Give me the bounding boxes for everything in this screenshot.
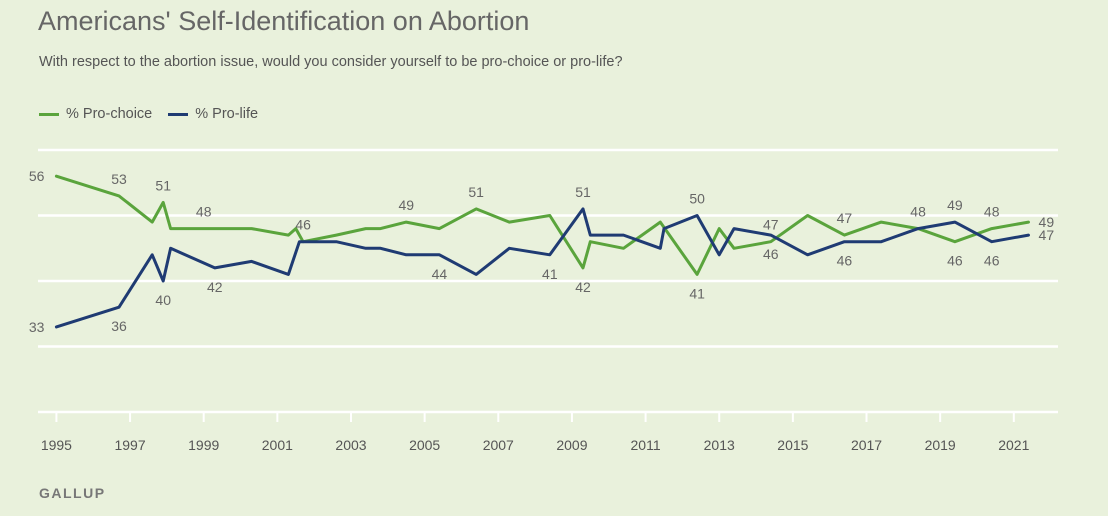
x-tick-label: 2013 — [704, 437, 735, 453]
data-label: 51 — [468, 184, 484, 200]
legend-label-pro-life: % Pro-life — [195, 106, 259, 122]
data-label: 56 — [29, 168, 45, 184]
data-label: 46 — [984, 253, 1000, 269]
x-tick-label: 2003 — [335, 437, 366, 453]
data-label: 49 — [947, 197, 963, 213]
x-tick-label: 2019 — [925, 437, 956, 453]
data-label: 48 — [984, 204, 1000, 220]
data-label: 44 — [432, 266, 448, 282]
x-tick-label: 1997 — [114, 437, 145, 453]
x-tick-label: 2011 — [631, 437, 661, 453]
x-tick-label: 2005 — [409, 437, 440, 453]
x-tick-label: 1995 — [41, 437, 72, 453]
x-tick-label: 2007 — [483, 437, 514, 453]
data-label: 42 — [207, 279, 223, 295]
data-label: 47 — [763, 217, 779, 233]
legend-label-pro-choice: % Pro-choice — [66, 106, 153, 122]
chart-legend: % Pro-choice % Pro-life — [39, 106, 274, 122]
data-label: 46 — [763, 246, 779, 262]
data-labels: 56 53 51 48 46 49 51 51 50 47 47 48 49 48 49 33 36 40 42 44… — [29, 168, 1054, 335]
data-label: 46 — [837, 253, 853, 269]
data-label: 53 — [111, 171, 127, 187]
chart-title: Americans' Self-Identification on Aborti… — [38, 6, 530, 36]
data-label: 50 — [689, 191, 705, 207]
gridlines — [38, 148, 1058, 414]
x-tick-label: 1999 — [188, 437, 219, 453]
data-label: 48 — [196, 204, 212, 220]
data-label: 49 — [1039, 214, 1055, 230]
series-lines — [54, 174, 1030, 329]
x-tick-label: 2021 — [998, 437, 1029, 453]
data-label: 47 — [837, 210, 853, 226]
x-axis-ticks: 1995 1997 1999 2001 2003 2005 2007 2009 2011 2013… — [41, 412, 1030, 453]
legend-item-pro-choice: % Pro-choice — [39, 106, 152, 122]
source-logo: GALLUP — [39, 485, 106, 501]
chart-subtitle: With respect to the abortion issue, woul… — [39, 54, 623, 70]
data-label: 36 — [111, 318, 127, 334]
data-label: 40 — [155, 292, 171, 308]
data-label: 47 — [1039, 227, 1055, 243]
data-label: 42 — [575, 279, 591, 295]
x-tick-label: 2017 — [851, 437, 882, 453]
x-tick-label: 2015 — [777, 437, 808, 453]
data-label: 46 — [295, 217, 311, 233]
series-line-pro-life — [54, 207, 1030, 329]
legend-swatch-pro-choice — [39, 112, 59, 116]
legend-item-pro-life: % Pro-life — [168, 106, 258, 122]
x-tick-label: 2009 — [556, 437, 587, 453]
data-label: 51 — [155, 177, 171, 193]
series-line-pro-choice — [54, 174, 1030, 276]
data-label: 41 — [689, 285, 705, 301]
data-label: 46 — [947, 253, 963, 269]
legend-swatch-pro-life — [168, 112, 189, 116]
data-label: 51 — [575, 184, 591, 200]
data-label: 48 — [910, 204, 926, 220]
x-tick-label: 2001 — [262, 437, 293, 453]
data-label: 33 — [29, 319, 45, 335]
data-label: 49 — [398, 197, 414, 213]
data-label: 41 — [542, 266, 558, 282]
